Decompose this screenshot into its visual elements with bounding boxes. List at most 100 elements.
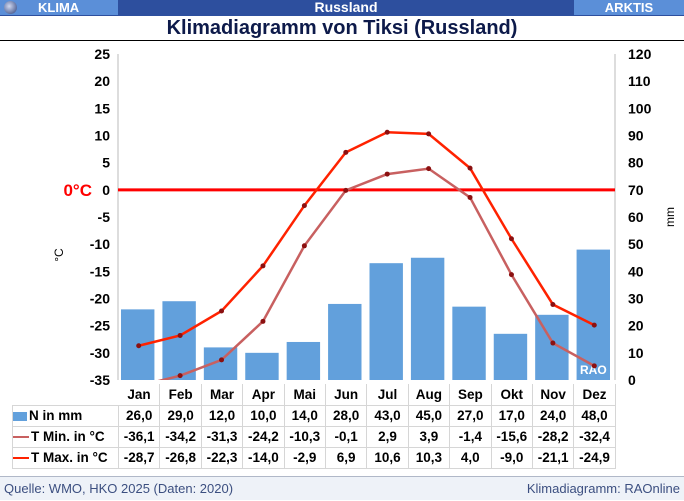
y-right-tick: 60 xyxy=(628,209,644,225)
tmax-row: T Max. in °C -28,7 -26,8 -22,3 -14,0 -2,9 6,9 1… xyxy=(12,446,616,469)
source-text: Quelle: WMO, HKO 2025 (Daten: 2020) xyxy=(4,481,234,496)
month-header: Mar xyxy=(201,384,244,405)
y-right-tick: 70 xyxy=(628,182,644,198)
y-left-tick: 25 xyxy=(94,46,110,62)
tmax-point xyxy=(136,343,142,349)
y-left-tick: 20 xyxy=(94,73,110,89)
month-header: Aug xyxy=(408,384,451,405)
tmin-point xyxy=(508,272,514,278)
table-cell: 3,9 xyxy=(407,425,451,448)
month-header: Dez xyxy=(573,384,616,405)
y-left-tick: -15 xyxy=(90,263,110,279)
tmax-point xyxy=(177,332,183,338)
precip-bar xyxy=(576,249,610,380)
month-header: Jun xyxy=(325,384,368,405)
table-cell: 14,0 xyxy=(283,404,326,427)
month-header: Mai xyxy=(284,384,326,405)
tmax-point xyxy=(219,308,225,314)
precip-bar xyxy=(162,301,196,380)
table-cell: -1,4 xyxy=(449,425,492,448)
table-cell: 17,0 xyxy=(490,404,533,427)
table-cell: 26,0 xyxy=(117,404,161,427)
precip-row: N in mm 26,0 29,0 12,0 10,0 14,0 28,0 43,0 45,0 2… xyxy=(12,404,616,427)
tmax-line xyxy=(138,130,595,347)
precip-bar xyxy=(410,257,445,380)
credit-text: Klimadiagramm: RAOnline xyxy=(526,481,680,496)
y-right-tick: 90 xyxy=(628,128,644,144)
tmin-point xyxy=(301,243,307,249)
top-nav-bar: KLIMA Russland ARKTIS xyxy=(0,0,684,16)
table-cell: -2,9 xyxy=(283,446,326,469)
zero-label: 0°C xyxy=(63,181,92,200)
tmax-point xyxy=(467,165,473,171)
tmin-point xyxy=(177,373,183,379)
table-cell: 10,6 xyxy=(366,446,409,469)
table-cell: -24,2 xyxy=(242,425,285,448)
tmin-point xyxy=(467,194,473,200)
tmax-point xyxy=(343,149,349,155)
y-right-tick: 10 xyxy=(628,345,644,361)
precip-bar xyxy=(535,314,569,380)
climate-chart: 2520151050-5-10-15-20-25-30-351201101009… xyxy=(52,46,677,388)
tmax-point xyxy=(426,131,432,137)
y-left-tick: 0 xyxy=(102,182,110,198)
table-cell: -21,1 xyxy=(531,446,575,469)
table-cell: -0,1 xyxy=(324,425,368,448)
y-left-tick: -20 xyxy=(90,291,110,307)
tmin-point xyxy=(550,340,556,346)
nav-russland[interactable]: Russland xyxy=(314,0,378,15)
footer: Quelle: WMO, HKO 2025 (Daten: 2020) Klim… xyxy=(0,476,684,500)
y-right-tick: 30 xyxy=(628,291,644,307)
table-cell: -22,3 xyxy=(200,446,244,469)
y-right-tick: 110 xyxy=(628,73,651,89)
tmax-point xyxy=(591,322,597,328)
tmax-point xyxy=(301,203,307,209)
table-cell: 12,0 xyxy=(200,404,244,427)
month-header: Jul xyxy=(366,384,409,405)
row-label: N in mm xyxy=(29,408,83,423)
table-cell: 10,3 xyxy=(407,446,451,469)
table-cell: 43,0 xyxy=(366,404,409,427)
table-cell: 10,0 xyxy=(242,404,285,427)
y-left-tick: 5 xyxy=(102,155,110,171)
y-right-tick: 80 xyxy=(628,155,644,171)
table-cell: 28,0 xyxy=(324,404,368,427)
y-right-tick: 40 xyxy=(628,263,644,279)
table-cell: 27,0 xyxy=(449,404,492,427)
y-right-tick: 0 xyxy=(628,372,636,388)
table-cell: -32,4 xyxy=(573,425,616,448)
y-right-tick: 20 xyxy=(628,318,644,334)
y-right-label: mm xyxy=(663,207,677,227)
y-right-tick: 120 xyxy=(628,46,652,62)
month-header: Feb xyxy=(159,384,202,405)
y-left-tick: -5 xyxy=(98,209,111,225)
rao-watermark: RAO xyxy=(580,363,607,377)
precip-bar xyxy=(328,303,362,380)
nav-klima[interactable]: KLIMA xyxy=(0,0,118,15)
precip-bar xyxy=(245,352,279,380)
table-cell: -10,3 xyxy=(283,425,326,448)
tmin-point xyxy=(384,171,390,177)
tmin-row: T Min. in °C -36,1 -34,2 -31,3 -24,2 -10,3 -0,… xyxy=(12,425,616,448)
page-title: Klimadiagramm von Tiksi (Russland) xyxy=(0,16,684,41)
y-left-tick: -10 xyxy=(90,236,110,252)
y-left-tick: -25 xyxy=(90,318,110,334)
globe-logo-icon[interactable] xyxy=(4,1,17,14)
table-cell: 6,9 xyxy=(324,446,368,469)
table-cell: 48,0 xyxy=(573,404,616,427)
tmax-legend-icon xyxy=(13,457,29,460)
y-right-tick: 50 xyxy=(628,236,644,252)
row-label: T Max. in °C xyxy=(31,450,108,465)
table-cell: 29,0 xyxy=(159,404,202,427)
nav-arktis[interactable]: ARKTIS xyxy=(574,0,684,15)
precip-bar xyxy=(452,306,486,380)
precip-bar xyxy=(286,341,321,380)
month-header: Apr xyxy=(242,384,285,405)
month-header: Sep xyxy=(449,384,492,405)
data-table: Jan Feb Mar Apr Mai Jun Jul Aug Sep Okt Nov Dez N i… xyxy=(12,384,616,469)
tmin-point xyxy=(426,166,432,172)
table-cell: -15,6 xyxy=(490,425,533,448)
tmax-point xyxy=(384,129,390,135)
tmin-point xyxy=(260,318,266,324)
table-cell: -36,1 xyxy=(117,425,161,448)
